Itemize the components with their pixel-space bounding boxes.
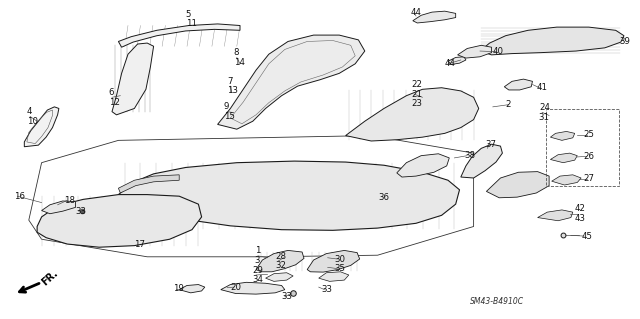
- Text: 8
14: 8 14: [234, 48, 244, 67]
- Polygon shape: [42, 201, 76, 214]
- Polygon shape: [24, 107, 59, 147]
- Text: 44: 44: [445, 59, 456, 68]
- Polygon shape: [346, 88, 479, 141]
- Polygon shape: [550, 153, 577, 163]
- Text: 44: 44: [411, 8, 422, 17]
- Text: 40: 40: [493, 47, 504, 56]
- Text: 28
32: 28 32: [275, 252, 286, 270]
- Text: 29
34: 29 34: [253, 266, 264, 284]
- Polygon shape: [307, 250, 360, 272]
- Text: 5
11: 5 11: [186, 10, 196, 28]
- Text: 26: 26: [584, 152, 595, 161]
- Text: 42
43: 42 43: [575, 204, 586, 223]
- Text: 7
13: 7 13: [227, 77, 238, 95]
- Text: FR.: FR.: [40, 268, 60, 287]
- Text: 39: 39: [620, 37, 630, 46]
- Text: 33: 33: [282, 292, 292, 301]
- Polygon shape: [458, 45, 492, 58]
- Polygon shape: [504, 79, 532, 90]
- Polygon shape: [118, 161, 460, 230]
- Polygon shape: [319, 272, 349, 281]
- Polygon shape: [118, 175, 179, 193]
- Polygon shape: [218, 35, 365, 129]
- Text: 1
3: 1 3: [255, 247, 260, 265]
- Polygon shape: [461, 144, 502, 178]
- Polygon shape: [486, 172, 549, 198]
- Text: 30: 30: [334, 255, 345, 263]
- Polygon shape: [397, 154, 449, 177]
- Text: 33: 33: [76, 207, 86, 216]
- Text: 16: 16: [14, 192, 25, 201]
- Text: 27: 27: [584, 174, 595, 183]
- Text: 2: 2: [506, 100, 511, 109]
- Text: 41: 41: [536, 83, 547, 92]
- Polygon shape: [538, 210, 573, 221]
- Text: 19: 19: [173, 284, 184, 293]
- Text: 35: 35: [334, 264, 345, 273]
- Text: 24
31: 24 31: [539, 103, 550, 122]
- Text: 9
15: 9 15: [224, 102, 235, 121]
- Text: 25: 25: [584, 130, 595, 139]
- Polygon shape: [37, 195, 202, 247]
- Text: 36: 36: [379, 193, 390, 202]
- Text: 4
10: 4 10: [27, 107, 38, 126]
- Text: 33: 33: [321, 285, 332, 294]
- Text: 38: 38: [464, 151, 475, 160]
- Polygon shape: [266, 273, 293, 281]
- Text: 20: 20: [230, 283, 241, 292]
- Polygon shape: [118, 24, 240, 47]
- Polygon shape: [256, 250, 304, 272]
- Text: SM43-B4910C: SM43-B4910C: [470, 297, 525, 306]
- Polygon shape: [112, 43, 154, 115]
- Polygon shape: [480, 27, 624, 55]
- Text: 6
12: 6 12: [109, 88, 120, 107]
- Text: 17: 17: [134, 240, 145, 249]
- Text: 37: 37: [485, 140, 496, 149]
- Text: 22
21
23: 22 21 23: [411, 80, 422, 108]
- Polygon shape: [179, 285, 205, 293]
- Polygon shape: [552, 175, 581, 185]
- Text: 18: 18: [64, 196, 75, 205]
- Text: 45: 45: [581, 232, 592, 241]
- Polygon shape: [448, 57, 466, 64]
- Polygon shape: [413, 11, 456, 23]
- Polygon shape: [550, 131, 575, 140]
- Polygon shape: [221, 282, 285, 294]
